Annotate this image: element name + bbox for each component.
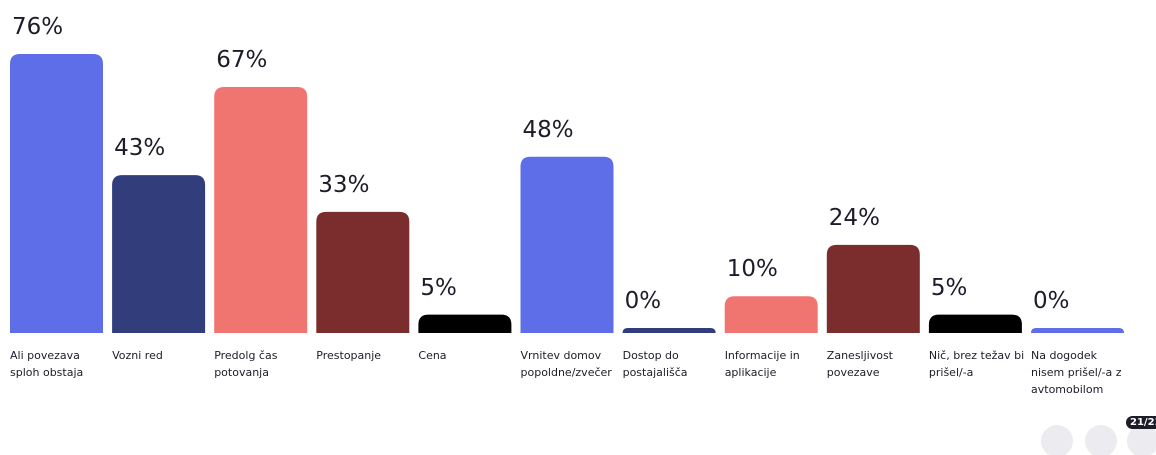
category-label: Vrnitev domov popoldne/zvečer: [520, 349, 612, 379]
value-label: 48%: [522, 116, 574, 143]
comment-button[interactable]: [1085, 425, 1117, 455]
bar: [622, 328, 716, 333]
value-label: 5%: [930, 274, 968, 301]
category-label: Nič, brez težav bi prišel/-a: [928, 349, 1025, 379]
bar: [724, 296, 818, 333]
value-label: 24%: [828, 204, 880, 231]
like-button[interactable]: [1041, 425, 1073, 455]
category-label: Ali povezava sploh obstaja: [10, 349, 84, 379]
value-label: 0%: [624, 288, 662, 314]
category-label: Cena: [418, 349, 447, 362]
category-label: Vozni red: [112, 349, 163, 362]
value-label: 10%: [726, 256, 778, 283]
bar: [214, 87, 308, 333]
category-label: Dostop do postajališča: [622, 349, 688, 379]
category-label: Predolg čas potovanja: [214, 349, 278, 379]
value-label: 5%: [420, 274, 457, 301]
bar: [826, 244, 920, 333]
bar: [520, 156, 614, 333]
category-label: Prestopanje: [316, 349, 382, 362]
bar: [1031, 328, 1124, 333]
value-label: 76%: [12, 14, 64, 40]
category-label: Zanesljivost povezave: [826, 349, 893, 379]
value-label: 67%: [216, 47, 268, 74]
value-label: 0%: [1033, 288, 1070, 314]
value-label: 33%: [318, 171, 370, 198]
bar: [10, 54, 103, 333]
bar: [112, 175, 206, 333]
bar: [418, 314, 512, 333]
bar: [316, 211, 410, 333]
bar: [928, 314, 1022, 333]
participants-button[interactable]: [1127, 425, 1156, 455]
value-label: 43%: [114, 135, 166, 162]
category-label: Informacije in aplikacije: [724, 349, 800, 379]
participant-count: 21/21: [1126, 416, 1156, 429]
category-label: Na dogodek nisem prišel/-a z avtomobilom: [1031, 349, 1122, 396]
